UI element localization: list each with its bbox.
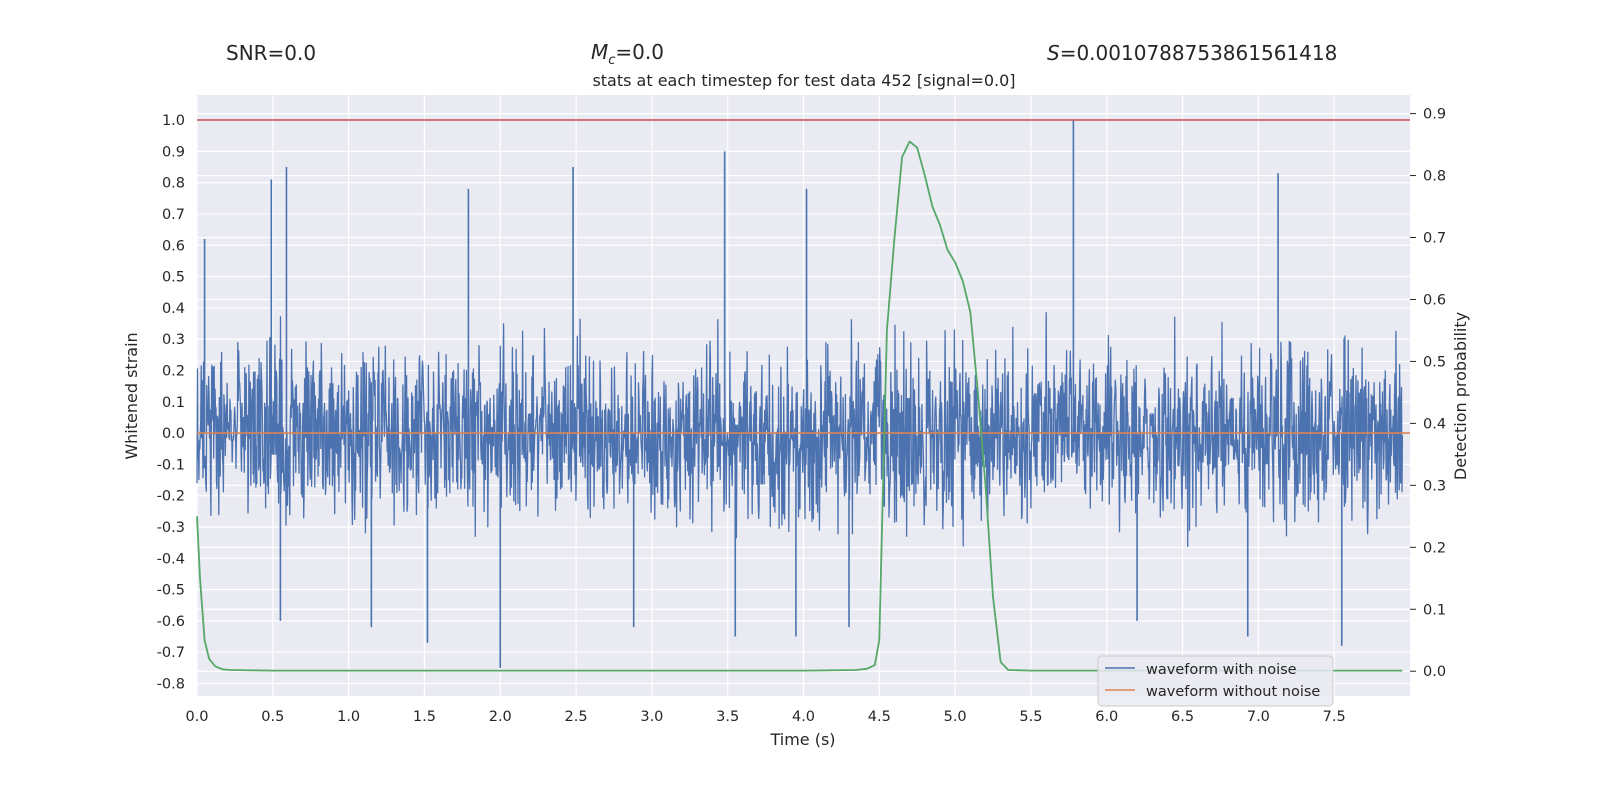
y2-tick-label: 0.1 xyxy=(1423,602,1446,618)
legend-label-noise: waveform with noise xyxy=(1146,662,1297,678)
y-tick-label: 1.0 xyxy=(162,113,185,129)
y2-tick-label: 0.2 xyxy=(1423,540,1446,556)
x-tick-label: 4.0 xyxy=(792,709,815,725)
x-tick-label: 1.5 xyxy=(413,709,436,725)
y-tick-label: 0.0 xyxy=(162,426,185,442)
x-tick-label: 2.5 xyxy=(565,709,588,725)
x-tick-label: 3.5 xyxy=(716,709,739,725)
y-tick-label: -0.3 xyxy=(157,520,185,536)
y-tick-label: -0.1 xyxy=(157,457,185,473)
y-tick-label: 0.9 xyxy=(162,144,185,160)
y-axis-label: Whitened strain xyxy=(122,332,141,459)
x-tick-label: 7.5 xyxy=(1323,709,1346,725)
y2-tick-label: 0.8 xyxy=(1423,169,1446,185)
legend-label-clean: waveform without noise xyxy=(1146,684,1320,700)
x-tick-label: 4.5 xyxy=(868,709,891,725)
y2-tick-label: 0.4 xyxy=(1423,416,1446,432)
x-axis-label: Time (s) xyxy=(769,730,835,749)
x-tick-label: 5.0 xyxy=(944,709,967,725)
y-tick-label: 0.6 xyxy=(162,238,185,254)
chirp-mass-symbol: M xyxy=(591,40,608,64)
y-tick-label: 0.5 xyxy=(162,270,185,286)
y-tick-label: 0.1 xyxy=(162,395,185,411)
legend: waveform with noise waveform without noi… xyxy=(1097,655,1334,707)
x-tick-label: 2.0 xyxy=(489,709,512,725)
y-tick-label: -0.4 xyxy=(157,551,185,567)
y2-tick-label: 0.7 xyxy=(1423,231,1446,247)
x-tick-label: 0.0 xyxy=(185,709,208,725)
x-tick-label: 3.0 xyxy=(640,709,663,725)
chart-title: stats at each timestep for test data 452… xyxy=(592,71,1015,90)
x-tick-label: 1.0 xyxy=(337,709,360,725)
y-tick-label: -0.2 xyxy=(157,489,185,505)
s-value: =0.0010788753861561418 xyxy=(1060,41,1338,65)
chirp-mass-subscript: c xyxy=(608,53,615,68)
noise-series xyxy=(196,120,1404,668)
chirp-mass-stat: Mc=0.0 xyxy=(591,40,664,68)
y2-tick-label: 0.3 xyxy=(1423,478,1446,494)
y-tick-label: -0.7 xyxy=(157,645,185,661)
noise-waveform-line xyxy=(196,311,1404,547)
snr-stat: SNR=0.0 xyxy=(226,41,316,65)
y-tick-label: 0.3 xyxy=(162,332,185,348)
x-tick-label: 0.5 xyxy=(261,709,284,725)
chirp-mass-value: =0.0 xyxy=(615,40,664,64)
x-tick-label: 7.0 xyxy=(1247,709,1270,725)
y-tick-label: -0.6 xyxy=(157,614,185,630)
y-tick-label: -0.8 xyxy=(157,676,185,692)
detection-probability-line xyxy=(196,140,1403,672)
x-tick-label: 6.5 xyxy=(1171,709,1194,725)
y2-tick-label: 0.0 xyxy=(1423,664,1446,680)
y-tick-label: 0.2 xyxy=(162,363,185,379)
s-symbol: S xyxy=(1047,41,1060,65)
axes: 0.0 0.5 1.0 1.5 2.0 2.5 3.0 3.5 4.0 4.5 5.0 5.5 6.0 6… xyxy=(157,107,1446,725)
line-series xyxy=(196,119,1410,672)
y-tick-label: 0.7 xyxy=(162,207,185,223)
legend-box xyxy=(1097,655,1334,707)
y2-tick-label: 0.5 xyxy=(1423,354,1446,370)
y2-axis-label: Detection probability xyxy=(1451,312,1470,480)
x-tick-label: 6.0 xyxy=(1095,709,1118,725)
y-tick-label: -0.5 xyxy=(157,583,185,599)
y-tick-label: 0.4 xyxy=(162,301,185,317)
x-tick-label: 5.5 xyxy=(1019,709,1042,725)
y2-tick-label: 0.9 xyxy=(1423,107,1446,123)
y-tick-label: 0.8 xyxy=(162,176,185,192)
s-stat: S=0.0010788753861561418 xyxy=(1047,41,1337,65)
y2-tick-label: 0.6 xyxy=(1423,292,1446,308)
